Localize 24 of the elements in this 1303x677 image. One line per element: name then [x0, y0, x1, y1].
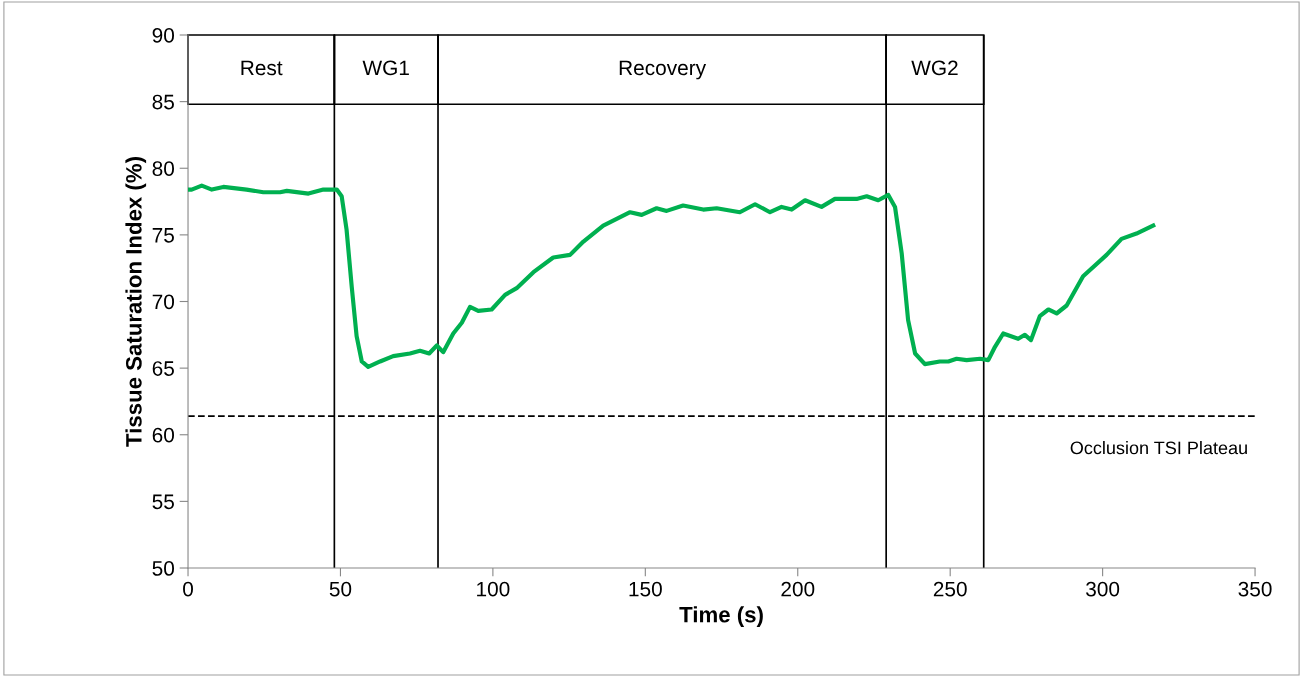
- x-tick-label: 50: [329, 581, 352, 597]
- annotation: Rest: [241, 60, 283, 76]
- y-tick-label: 90: [152, 28, 175, 43]
- annotation: Recovery: [619, 60, 707, 80]
- ref-line-label: Occlusion TSI Plateau: [1070, 441, 1247, 455]
- y-tick-label: 80: [152, 161, 175, 177]
- x-axis-title: Time (s): [679, 606, 763, 627]
- x-tick-label: 0: [183, 581, 193, 597]
- x-tick-label: 350: [1238, 581, 1272, 597]
- x-tick-label: 300: [1086, 581, 1120, 597]
- y-tick-label: 50: [152, 561, 175, 576]
- x-tick-label: 250: [933, 581, 967, 597]
- y-tick-label: 65: [152, 361, 174, 376]
- x-tick-label: 150: [629, 581, 662, 597]
- y-tick-label: 70: [152, 294, 175, 310]
- y-tick-label: 85: [152, 94, 174, 110]
- y-axis-title: Tissue Saturation Index (%): [125, 157, 147, 447]
- x-tick-label: 200: [781, 581, 815, 597]
- y-tick-label: 60: [152, 427, 175, 443]
- x-tick-label: 100: [477, 581, 510, 597]
- y-tick-label: 75: [152, 228, 174, 243]
- annotation: WG1: [362, 60, 409, 76]
- y-tick-label: 55: [152, 494, 174, 510]
- annotation: WG2: [911, 60, 958, 76]
